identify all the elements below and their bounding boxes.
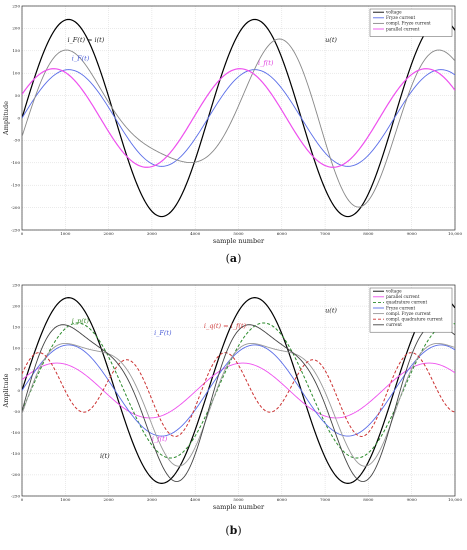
panel-caption: (b) (225, 524, 241, 537)
y-tick-label: -150 (11, 183, 20, 188)
series-group (22, 297, 455, 484)
curve-annotation: i_f(t) (258, 59, 274, 67)
series-line-compl-fryze-current (22, 38, 455, 208)
x-tick-label: 2000 (104, 231, 115, 236)
caption-letter: b (230, 524, 238, 537)
caption-close: ) (237, 252, 241, 265)
curve-annotation: i_f(t) (152, 435, 168, 443)
x-tick-label: 8000 (363, 497, 374, 502)
legend-label: compl. Fryze current (386, 21, 431, 26)
x-tick-label: 10,000 (448, 231, 462, 236)
legend-label: quadrature current (386, 300, 427, 305)
x-tick-label: 5000 (233, 497, 244, 502)
y-axis-label: Amplitude (2, 373, 10, 408)
y-tick-label: 100 (12, 346, 20, 351)
caption-close: ) (237, 524, 241, 537)
x-axis-label: sample number (213, 503, 265, 511)
y-tick-label: 0 (17, 115, 20, 120)
x-tick-label: 1000 (60, 231, 71, 236)
x-tick-label: 0 (21, 231, 24, 236)
curve-annotation: i_F(t) (72, 55, 90, 63)
legend-label: parallel current (386, 294, 420, 299)
y-tick-label: -250 (11, 227, 20, 232)
x-tick-label: 6000 (277, 497, 288, 502)
legend-label: compl. quadrature current (386, 317, 443, 322)
x-tick-label: 0 (21, 497, 24, 502)
legend-label: Fryze current (386, 15, 416, 20)
y-tick-label: 150 (12, 48, 20, 53)
legend-label: parallel current (386, 26, 420, 31)
legend-box (369, 8, 453, 37)
legend-label: compl. Fryze current (386, 311, 431, 316)
curve-annotation: i_F(t) (154, 329, 172, 337)
y-tick-label: -250 (11, 493, 20, 498)
panel-caption: (a) (226, 252, 242, 265)
caption-open: ( (225, 524, 229, 537)
y-tick-label: -50 (14, 409, 21, 414)
series-line-current (22, 324, 455, 482)
chart-panel-b: 0 1000 2000 3000 4000 5000 6000 7000 8000 9000 10,… (2, 282, 462, 537)
y-tick-label: 50 (15, 367, 21, 372)
y-tick-label: 0 (17, 388, 20, 393)
curve-annotation: i_p(t) (72, 317, 90, 325)
curve-annotation: i_F(t) = i(t) (67, 36, 104, 44)
curve-annotation: u(t) (325, 306, 337, 314)
y-tick-label: 200 (12, 26, 20, 31)
legend-label: Fryze current (386, 305, 416, 310)
x-tick-label: 10,000 (448, 497, 462, 502)
y-tick-label: 250 (12, 282, 20, 287)
y-tick-label: -150 (11, 451, 20, 456)
x-tick-label: 2000 (104, 497, 115, 502)
x-tick-label: 4000 (190, 231, 201, 236)
y-axis-label: Amplitude (2, 101, 10, 136)
curve-annotation: i(t) (100, 452, 110, 460)
x-tick-label: 9000 (407, 497, 418, 502)
x-tick-label: 9000 (407, 231, 418, 236)
x-tick-label: 3000 (147, 231, 158, 236)
y-tick-label: 50 (15, 93, 21, 98)
caption-open: ( (226, 252, 230, 265)
x-tick-label: 4000 (190, 497, 201, 502)
y-tick-label: -200 (11, 205, 20, 210)
legend-label: current (386, 322, 402, 327)
x-tick-label: 8000 (363, 231, 374, 236)
legend-label: voltage (385, 10, 402, 15)
x-axis-label: sample number (213, 237, 265, 245)
curve-annotation: u(t) (325, 36, 337, 44)
y-tick-label: 250 (12, 3, 20, 8)
y-tick-label: 200 (12, 303, 20, 308)
series-line-fryze-current (22, 69, 455, 167)
series-line-fryze-current (22, 344, 455, 437)
series-group (22, 18, 455, 218)
y-tick-label: 150 (12, 325, 20, 330)
y-tick-label: -50 (14, 138, 21, 143)
chart-panel-a: 0 1000 2000 3000 4000 5000 6000 7000 8000 9000 10,… (2, 3, 462, 265)
y-tick-label: -200 (11, 472, 20, 477)
series-line-voltage (22, 297, 455, 484)
y-tick-label: -100 (11, 160, 20, 165)
y-tick-label: -100 (11, 430, 20, 435)
caption-letter: a (230, 252, 237, 265)
x-tick-label: 7000 (320, 497, 331, 502)
series-line-compl-fryze-current (22, 342, 455, 467)
series-line-parallel-current (22, 68, 455, 168)
x-tick-label: 3000 (147, 497, 158, 502)
series-line-quadrature-current (22, 322, 455, 459)
x-tick-label: 7000 (320, 231, 331, 236)
series-line-compl-quadrature-current (22, 352, 455, 437)
x-tick-label: 5000 (233, 231, 244, 236)
x-tick-label: 1000 (60, 497, 71, 502)
curve-annotation: i_q(t) = i_f(t) (204, 322, 247, 330)
series-line-voltage (22, 18, 455, 218)
legend-label: voltage (385, 289, 402, 294)
y-tick-label: 100 (12, 71, 20, 76)
x-tick-label: 6000 (277, 231, 288, 236)
series-line-parallel-current (22, 362, 455, 419)
